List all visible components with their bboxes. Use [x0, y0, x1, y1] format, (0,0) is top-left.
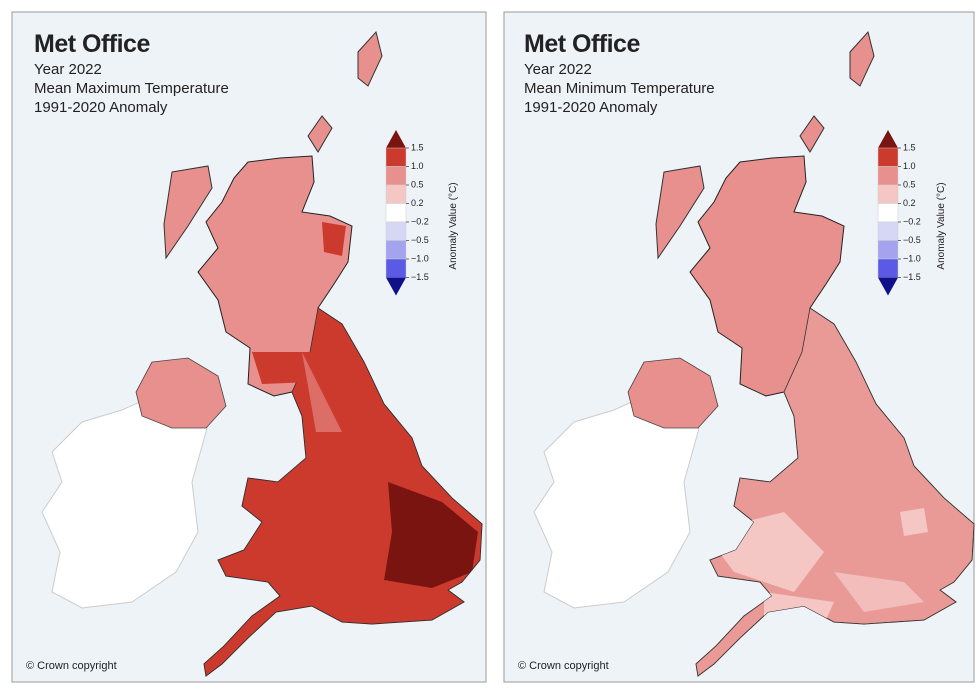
legend-tick-label: −0.2	[411, 216, 429, 226]
legend-band	[385, 258, 407, 278]
region-shading	[203, 222, 482, 676]
map-title: Mean Minimum Temperature	[524, 80, 715, 97]
legend-label: Anomaly Value (°C)	[936, 182, 947, 269]
year: Year 2022	[524, 61, 592, 78]
legend-tick-label: 1.0	[903, 161, 916, 171]
legend-tick-label: −0.5	[903, 235, 921, 245]
legend-band	[877, 240, 899, 260]
legend-band	[385, 184, 407, 204]
legend-band	[877, 184, 899, 204]
legend-band	[877, 147, 899, 167]
legend-tick-label: 1.5	[411, 142, 424, 152]
legend-tick-label: 1.5	[903, 142, 916, 152]
legend: 1.5 1.0 0.5 0.2 −0.2 −0.5 −1.0 −1.5	[385, 130, 429, 296]
map-title: Mean Maximum Temperature	[34, 80, 229, 97]
legend-band	[385, 221, 407, 241]
legend-band	[385, 203, 407, 223]
logo: Met Office	[524, 30, 640, 58]
legend-tick-label: −1.0	[903, 253, 921, 263]
legend-tick-label: 0.2	[903, 198, 916, 208]
legend-label: Anomaly Value (°C)	[448, 182, 459, 269]
logo: Met Office	[34, 30, 150, 58]
legend-tick-label: −0.2	[903, 216, 921, 226]
legend-band	[385, 147, 407, 167]
legend-tick-label: 0.2	[411, 198, 424, 208]
legend-tick-label: 0.5	[903, 179, 916, 189]
legend-arrow-top	[878, 130, 898, 148]
legend-arrow-top	[386, 130, 406, 148]
legend-arrow-bottom	[878, 277, 898, 296]
legend-band	[877, 221, 899, 241]
legend-tick-label: 0.5	[411, 179, 424, 189]
legend-band	[877, 166, 899, 186]
legend-band	[385, 166, 407, 186]
legend-tick-label: −1.5	[903, 272, 921, 282]
legend-band	[877, 258, 899, 278]
period: 1991-2020 Anomaly	[524, 99, 658, 116]
legend-tick-label: −1.0	[411, 253, 429, 263]
legend-band	[385, 240, 407, 260]
legend: 1.5 1.0 0.5 0.2 −0.2 −0.5 −1.0 −1.5	[877, 130, 921, 296]
map-panel: Met Office Year 2022 Mean Minimum Temper…	[503, 11, 975, 683]
legend-tick-label: 1.0	[411, 161, 424, 171]
year: Year 2022	[34, 61, 102, 78]
legend-tick-label: −1.5	[411, 272, 429, 282]
map-panel: Met Office Year 2022 Mean Maximum Temper…	[11, 11, 487, 683]
period: 1991-2020 Anomaly	[34, 99, 168, 116]
copyright: © Crown copyright	[26, 660, 117, 672]
copyright: © Crown copyright	[518, 660, 609, 672]
legend-arrow-bottom	[386, 277, 406, 296]
legend-band	[877, 203, 899, 223]
legend-tick-label: −0.5	[411, 235, 429, 245]
